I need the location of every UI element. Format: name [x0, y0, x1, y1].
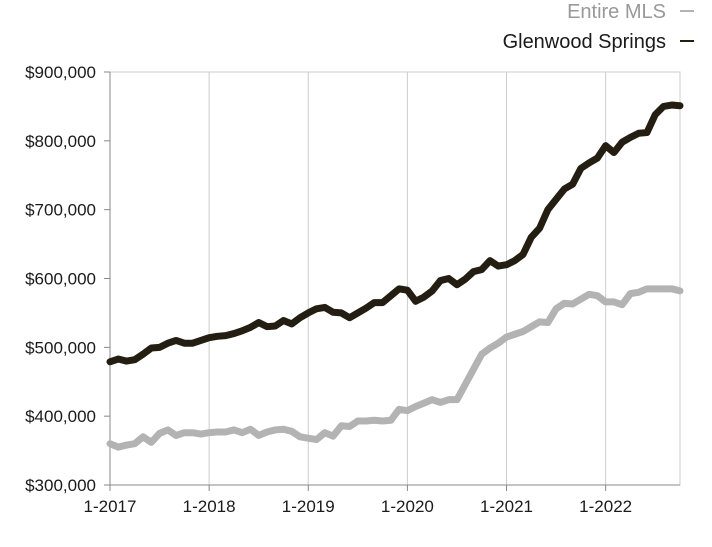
axes: [109, 71, 681, 486]
y-tick-label: $900,000: [25, 63, 96, 82]
y-axis-ticks: $300,000 $400,000 $500,000 $600,000 $700,000…: [25, 63, 110, 495]
y-tick-label: $500,000: [25, 338, 96, 357]
y-tick-label: $800,000: [25, 132, 96, 151]
series-line-2: [106, 101, 684, 366]
x-tick-label: 1-2017: [84, 497, 137, 516]
legend: Entire MLS Glenwood Springs: [503, 1, 694, 53]
legend-label: Entire MLS: [567, 1, 666, 23]
x-tick-label: 1-2019: [282, 497, 335, 516]
series-lines: [106, 101, 684, 451]
x-tick-label: 1-2020: [381, 497, 434, 516]
y-tick-label: $700,000: [25, 201, 96, 220]
x-tick-label: 1-2021: [480, 497, 533, 516]
plot-frame: [109, 71, 681, 486]
series-line-1: [106, 285, 684, 451]
legend-label: Glenwood Springs: [503, 31, 666, 53]
y-tick-label: $600,000: [25, 270, 96, 289]
x-axis-ticks: 1-2017 1-2018 1-2019 1-2020 1-2021 1-2022: [84, 485, 632, 516]
y-tick-label: $400,000: [25, 407, 96, 426]
x-tick-label: 1-2022: [579, 497, 632, 516]
x-tick-label: 1-2018: [183, 497, 236, 516]
y-tick-label: $300,000: [25, 476, 96, 495]
